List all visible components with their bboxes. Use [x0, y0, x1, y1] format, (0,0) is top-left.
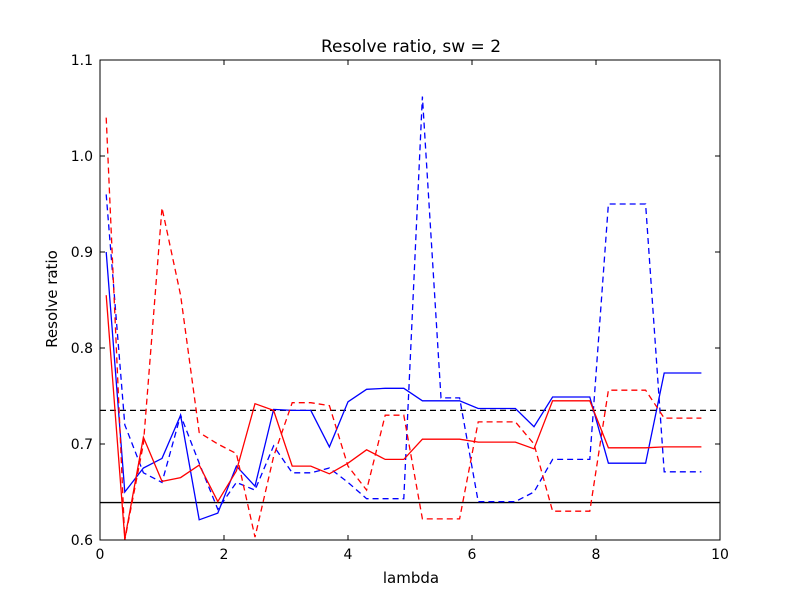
x-axis-label: lambda: [383, 569, 439, 587]
x-tick-label: 4: [344, 547, 353, 563]
series-line-1: [105, 251, 702, 521]
x-tick-label: 0: [96, 547, 105, 563]
x-tick-label: 6: [468, 547, 477, 563]
y-tick-label: 1.1: [71, 53, 93, 69]
axes-frame: [99, 59, 721, 541]
plot-area: [100, 96, 720, 540]
x-tick-label: 2: [220, 547, 229, 563]
y-tick-label: 0.7: [71, 437, 93, 453]
y-tick-label: 1.0: [71, 149, 93, 165]
y-tick-label: 0.8: [71, 341, 93, 357]
x-tick-label: 8: [592, 547, 601, 563]
y-tick-label: 0.6: [71, 533, 93, 549]
series-line-4: [105, 117, 702, 540]
y-axis-label: Resolve ratio: [43, 250, 61, 348]
y-tick-label: 0.9: [71, 245, 93, 261]
axes: 0 2 4 6 8 10 0.6 0.7 0.8 0.9 1.0 1.1: [71, 53, 729, 563]
chart-title: Resolve ratio, sw = 2: [321, 37, 501, 57]
x-tick-label: 10: [711, 547, 729, 563]
